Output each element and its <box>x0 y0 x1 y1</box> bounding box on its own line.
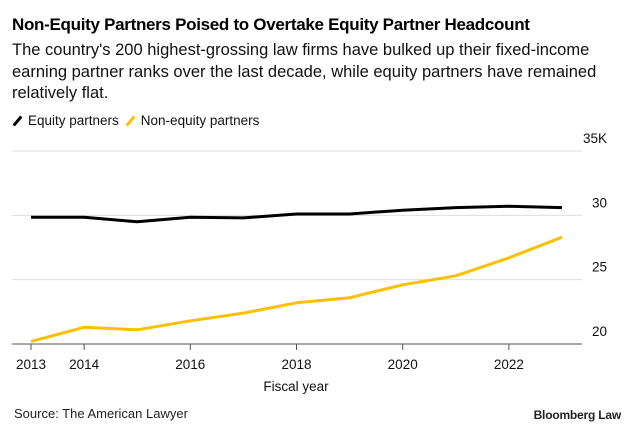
series-line-non-equity-partners <box>30 235 563 343</box>
y-tick-label: 35K <box>583 131 607 146</box>
x-axis-title: Fiscal year <box>263 379 329 394</box>
y-tick-label: 20 <box>592 324 607 339</box>
legend: Equity partners Non-equity partners <box>12 113 267 128</box>
x-tick-label: 2016 <box>175 357 205 372</box>
legend-item-non-equity: Non-equity partners <box>125 113 260 128</box>
legend-label-equity: Equity partners <box>28 113 119 128</box>
brand-logo: Bloomberg Law <box>533 408 622 422</box>
source-note: Source: The American Lawyer <box>14 406 188 421</box>
legend-item-equity: Equity partners <box>12 113 119 128</box>
x-tick-label: 2014 <box>69 357 100 372</box>
chart-subtitle: The country's 200 highest-grossing law f… <box>12 41 597 102</box>
y-tick-label: 25 <box>592 260 607 275</box>
x-tick-label: 2020 <box>388 357 418 372</box>
x-tick-label: 2022 <box>494 357 524 372</box>
series-line-equity-partners <box>31 204 563 224</box>
chart-title: Non-Equity Partners Poised to Overtake E… <box>12 15 530 34</box>
y-tick-label: 30 <box>592 195 607 210</box>
x-tick-label: 2018 <box>281 357 311 372</box>
legend-label-non-equity: Non-equity partners <box>140 113 260 128</box>
x-tick-label: 2013 <box>16 357 46 372</box>
